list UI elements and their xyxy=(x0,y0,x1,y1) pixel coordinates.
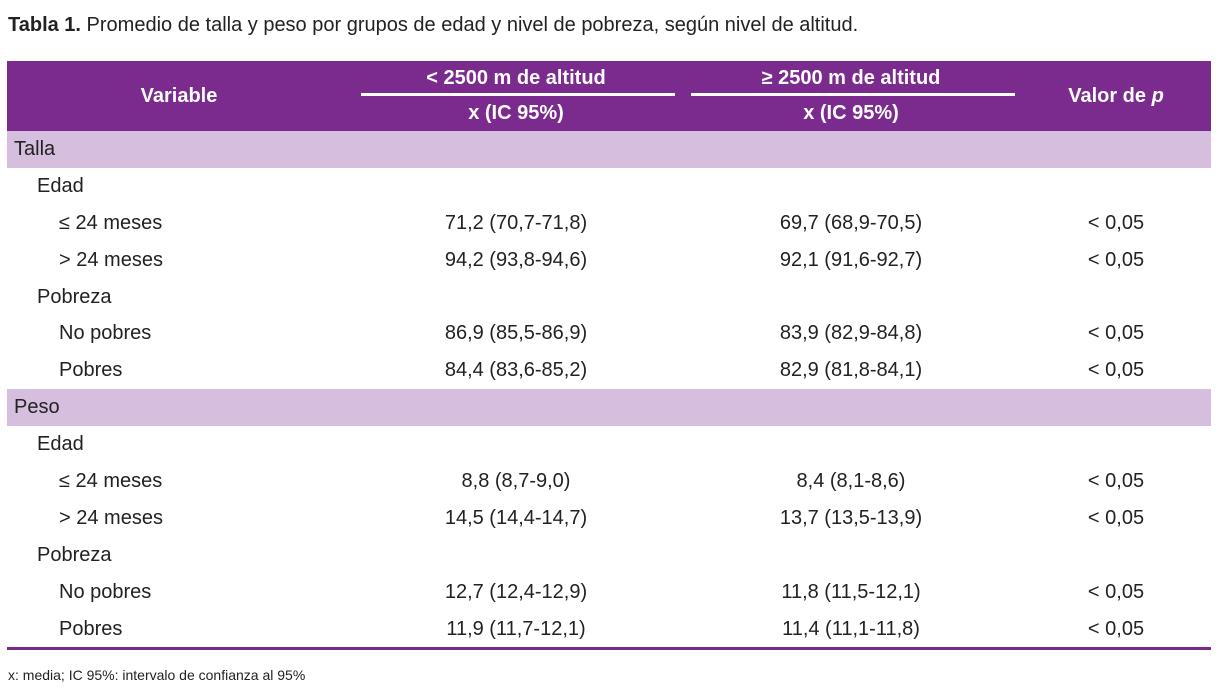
value-high-altitude: 69,7 (68,9-70,5) xyxy=(779,211,923,234)
group-title: Pobreza xyxy=(37,285,112,308)
table-row: Pobres 11,9 (11,7-12,1) 11,4 (11,1-11,8) < … xyxy=(7,610,1211,651)
table-row: ≤ 24 meses 8,8 (8,7-9,0) 8,4 (8,1-8,6) < 0,… xyxy=(7,463,1211,500)
value-high-altitude: 82,9 (81,8-84,1) xyxy=(779,359,923,382)
header-variable: Variable xyxy=(7,61,351,131)
value-low-altitude: 86,9 (85,5-86,9) xyxy=(444,322,588,345)
table-footnote: x: media; IC 95%: intervalo de confianza… xyxy=(8,667,306,683)
group-title: Pobreza xyxy=(37,543,112,566)
table-row: No pobres 86,9 (85,5-86,9) 83,9 (82,9-84,8… xyxy=(7,315,1211,352)
table-row: No pobres 12,7 (12,4-12,9) 11,8 (11,5-12,1… xyxy=(7,574,1211,611)
header-sub-low: x (IC 95%) xyxy=(351,96,681,131)
value-low-altitude: 14,5 (14,4-14,7) xyxy=(444,506,588,529)
data-table: Variable < 2500 m de altitud ≥ 2500 m de… xyxy=(7,61,1211,651)
header-rule xyxy=(361,93,675,96)
section-title: Talla xyxy=(7,131,1211,168)
table-row: Pobres 84,4 (83,6-85,2) 82,9 (81,8-84,1) < … xyxy=(7,352,1211,389)
header-pvalue-prefix: Valor de xyxy=(1068,84,1152,107)
value-high-altitude: 13,7 (13,5-13,9) xyxy=(779,506,923,529)
header-group-high: ≥ 2500 m de altitud xyxy=(681,61,1021,96)
value-p: < 0,05 xyxy=(1087,359,1145,382)
value-low-altitude: 94,2 (93,8-94,6) xyxy=(444,248,588,271)
group-row: Pobreza xyxy=(7,537,1211,574)
value-low-altitude: 8,8 (8,7-9,0) xyxy=(461,469,571,492)
section-title: Peso xyxy=(7,389,1211,427)
value-low-altitude: 12,7 (12,4-12,9) xyxy=(444,580,588,603)
section-row: Talla xyxy=(7,131,1211,168)
value-high-altitude: 92,1 (91,6-92,7) xyxy=(779,248,923,271)
row-label: ≤ 24 meses xyxy=(59,211,163,234)
section-row: Peso xyxy=(7,389,1211,427)
value-p: < 0,05 xyxy=(1087,322,1145,345)
table-caption: Tabla 1. Promedio de talla y peso por gr… xyxy=(8,12,858,38)
value-p: < 0,05 xyxy=(1087,248,1145,271)
value-p: < 0,05 xyxy=(1087,580,1145,603)
caption-text: Promedio de talla y peso por grupos de e… xyxy=(81,14,859,36)
header-group-low: < 2500 m de altitud xyxy=(351,61,681,96)
value-p: < 0,05 xyxy=(1087,211,1145,234)
header-pvalue-symbol: p xyxy=(1151,84,1164,107)
header-rule xyxy=(691,93,1015,96)
table-header: Variable < 2500 m de altitud ≥ 2500 m de… xyxy=(7,61,1211,131)
value-high-altitude: 11,4 (11,1-11,8) xyxy=(681,610,1021,651)
value-high-altitude: 83,9 (82,9-84,8) xyxy=(779,322,923,345)
value-low-altitude: 84,4 (83,6-85,2) xyxy=(444,359,588,382)
table-row: > 24 meses 94,2 (93,8-94,6) 92,1 (91,6-92,… xyxy=(7,242,1211,279)
group-row: Pobreza xyxy=(7,279,1211,316)
row-label: > 24 meses xyxy=(59,506,163,529)
group-row: Edad xyxy=(7,426,1211,463)
caption-label: Tabla 1. xyxy=(8,14,81,36)
group-title: Edad xyxy=(37,433,84,456)
value-high-altitude: 8,4 (8,1-8,6) xyxy=(796,469,906,492)
row-label: Pobres xyxy=(7,610,351,651)
value-p: < 0,05 xyxy=(1021,610,1211,651)
header-group-high-label: ≥ 2500 m de altitud xyxy=(761,67,941,89)
table-body: Talla Edad ≤ 24 meses 71,2 (70,7-71,8) 69,7 … xyxy=(7,131,1211,651)
value-low-altitude: 71,2 (70,7-71,8) xyxy=(444,211,588,234)
table-row: ≤ 24 meses 71,2 (70,7-71,8) 69,7 (68,9-70,… xyxy=(7,205,1211,242)
value-high-altitude: 11,8 (11,5-12,1) xyxy=(781,580,921,603)
row-label: No pobres xyxy=(59,580,152,603)
row-label: Pobres xyxy=(59,359,123,382)
table-row: > 24 meses 14,5 (14,4-14,7) 13,7 (13,5-13,… xyxy=(7,500,1211,537)
value-p: < 0,05 xyxy=(1087,506,1145,529)
header-pvalue: Valor de p xyxy=(1021,61,1211,131)
group-row: Edad xyxy=(7,168,1211,205)
header-sub-high: x (IC 95%) xyxy=(681,96,1021,131)
group-title: Edad xyxy=(37,174,84,197)
value-p: < 0,05 xyxy=(1087,469,1145,492)
row-label: ≤ 24 meses xyxy=(59,469,163,492)
row-label: > 24 meses xyxy=(59,248,163,271)
value-low-altitude: 11,9 (11,7-12,1) xyxy=(351,610,681,651)
row-label: No pobres xyxy=(59,322,152,345)
header-group-low-label: < 2500 m de altitud xyxy=(426,67,606,89)
